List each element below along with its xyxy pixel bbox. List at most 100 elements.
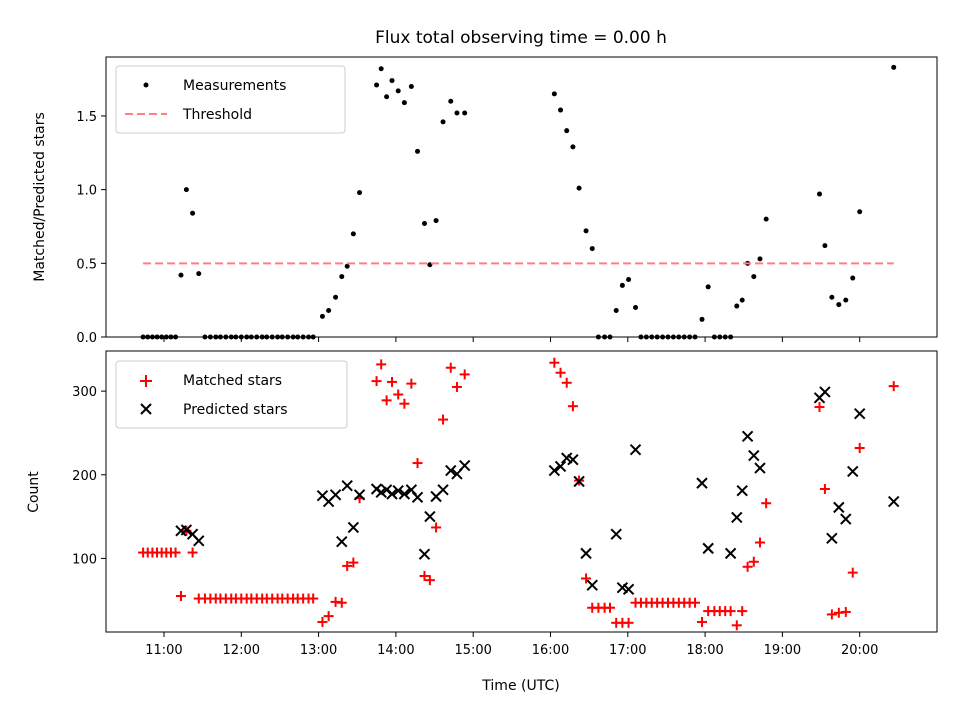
legend-matched-label: Matched stars [183, 373, 282, 389]
matched-star-point [761, 498, 772, 509]
legend-measurements-marker [143, 82, 149, 88]
bottom-x-tick-label: 14:00 [377, 643, 414, 658]
bottom-marks [138, 357, 900, 631]
predicted-star-point [853, 408, 866, 420]
predicted-star-point [833, 501, 845, 514]
top-y-tick-label: 0.5 [76, 257, 97, 272]
x-axis-label: Time (UTC) [481, 678, 559, 694]
matched-star-point [697, 616, 708, 627]
predicted-star-point [586, 579, 598, 591]
predicted-star-point [445, 464, 457, 477]
predicted-star-point [696, 477, 708, 489]
matched-star-point [406, 378, 417, 389]
measurement-point [319, 313, 325, 319]
legend-predicted-marker [140, 403, 152, 415]
bottom-x-tick-label: 20:00 [841, 643, 878, 658]
top-y-tick-label: 0.0 [76, 331, 97, 346]
measurement-point [699, 316, 705, 322]
matched-star-point [690, 597, 701, 608]
bottom-y-tick-label: 100 [72, 552, 97, 567]
matched-star-point [445, 362, 456, 373]
legend-predicted-label: Predicted stars [183, 402, 288, 418]
predicted-star-point [353, 489, 366, 501]
predicted-star-point [437, 484, 449, 496]
matched-star-point [623, 617, 634, 628]
measurement-point [401, 100, 407, 106]
matched-star-point [431, 522, 442, 533]
measurement-point [378, 66, 384, 72]
matched-star-point [376, 359, 387, 370]
measurement-point [448, 98, 454, 104]
measurement-point [183, 187, 189, 193]
measurement-point [843, 297, 849, 303]
matched-star-point [725, 606, 736, 617]
measurement-point [196, 271, 202, 277]
matched-star-point [549, 357, 560, 368]
matched-star-point [459, 369, 470, 380]
predicted-star-point [386, 488, 398, 500]
predicted-star-point [754, 462, 766, 474]
matched-star-point [888, 381, 899, 392]
matched-star-point [819, 483, 830, 494]
predicted-star-point [418, 548, 431, 560]
matched-star-point [826, 609, 837, 620]
predicted-star-point [610, 528, 622, 540]
measurement-point [633, 305, 639, 311]
matched-star-point [419, 570, 430, 581]
top-y-tick-label: 1.0 [76, 184, 97, 199]
matched-star-point [847, 567, 858, 578]
measurement-point [344, 263, 350, 269]
measurement-point [389, 78, 395, 84]
measurement-point [850, 275, 856, 281]
predicted-star-point [741, 430, 754, 443]
matched-star-point [748, 556, 759, 567]
measurement-point [583, 228, 589, 234]
chart-title: Flux total observing time = 0.00 h [375, 28, 667, 48]
matched-star-point [742, 561, 753, 572]
predicted-star-point [724, 547, 737, 560]
predicted-star-point [748, 449, 760, 462]
measurement-point [734, 303, 740, 309]
legend-measurements-label: Measurements [183, 78, 286, 94]
measurement-point [836, 302, 842, 308]
bottom-series-0 [138, 357, 899, 631]
measurement-point [619, 282, 625, 288]
measurement-point [433, 218, 439, 224]
predicted-star-point [702, 542, 714, 555]
predicted-star-point [840, 513, 852, 525]
matched-star-point [605, 602, 616, 613]
bottom-x-tick-label: 18:00 [686, 643, 723, 658]
predicted-star-point [736, 484, 748, 497]
measurement-point [558, 107, 564, 113]
measurement-point [178, 272, 184, 278]
measurement-point [421, 221, 427, 227]
measurement-point [415, 148, 421, 154]
matched-star-point [438, 414, 449, 425]
measurement-point [454, 110, 460, 116]
predicted-star-point [193, 535, 205, 547]
measurement-point [384, 94, 390, 100]
predicted-star-point [567, 454, 579, 466]
matched-star-point [170, 547, 181, 558]
bottom-x-tick-label: 12:00 [223, 643, 260, 658]
matched-star-point [308, 593, 319, 604]
matched-star-point [323, 611, 334, 622]
matched-star-point [451, 381, 462, 392]
matched-star-point [336, 597, 347, 608]
predicted-star-point [458, 459, 471, 472]
predicted-star-point [888, 495, 900, 508]
top-axes: 0.0 0.5 1.0 1.5 [76, 110, 861, 346]
predicted-star-point [398, 488, 411, 500]
bottom-plot-frame [105, 350, 938, 633]
measurement-point [350, 231, 356, 237]
matched-star-point [561, 377, 572, 388]
predicted-star-point [336, 535, 348, 548]
matched-star-point [412, 458, 423, 469]
matched-star-point [754, 537, 765, 548]
bottom-x-tick-label: 17:00 [609, 643, 646, 658]
top-legend-frame [115, 65, 346, 134]
matched-star-point [317, 616, 328, 627]
matched-star-point [371, 376, 382, 387]
measurement-point [339, 274, 345, 280]
